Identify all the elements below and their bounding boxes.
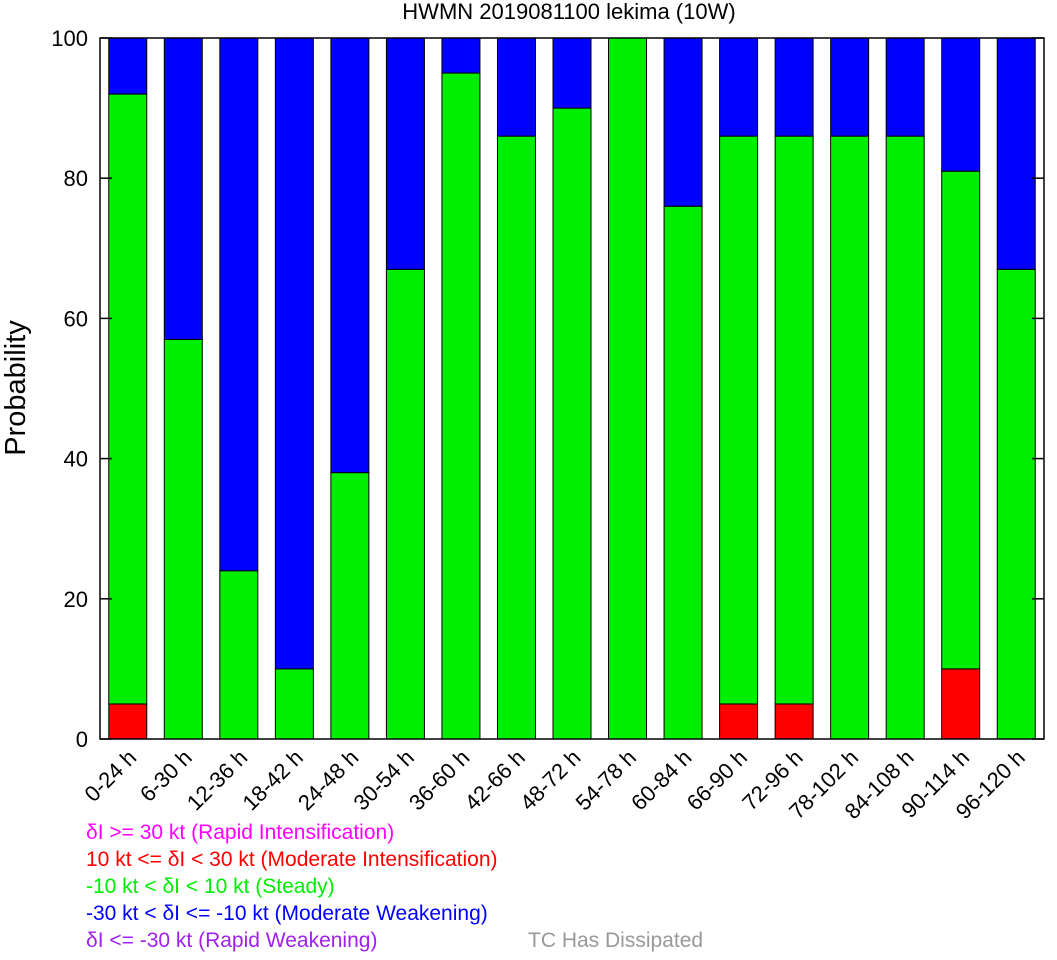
x-tick-label: 30-54 h bbox=[349, 745, 419, 815]
y-tick-label: 80 bbox=[64, 166, 88, 191]
bar-segment-6-30h-s2 bbox=[163, 338, 203, 740]
bar-segment-90-114h-s2 bbox=[941, 170, 981, 670]
chart-title: HWMN 2019081100 lekima (10W) bbox=[402, 0, 735, 24]
bar-segment-6-30h-s3 bbox=[163, 37, 203, 340]
bar-segment-96-120h-s2 bbox=[996, 268, 1036, 740]
x-tick-label: 42-66 h bbox=[460, 745, 530, 815]
x-tick-label: 60-84 h bbox=[626, 745, 696, 815]
bar-segment-66-90h-s2 bbox=[719, 135, 759, 705]
legend-rapid-intensification: δI >= 30 kt (Rapid Intensification) bbox=[86, 821, 395, 844]
y-axis-label: Probability bbox=[0, 320, 32, 456]
bar-segment-84-108h-s2 bbox=[885, 135, 925, 740]
bar-segment-72-96h-s2 bbox=[774, 135, 814, 705]
bar-segment-12-36h-s3 bbox=[219, 37, 259, 572]
bar-segment-60-84h-s3 bbox=[663, 37, 703, 207]
bar-segment-0-24h-s3 bbox=[108, 37, 148, 95]
bar-segment-18-42h-s2 bbox=[274, 668, 314, 740]
bar-segment-48-72h-s2 bbox=[552, 107, 592, 740]
x-ticks-group: 0-24 h6-30 h12-36 h18-42 h24-48 h30-54 h… bbox=[80, 745, 1030, 824]
x-tick-label: 36-60 h bbox=[404, 745, 474, 815]
legend-moderate-weakening: -30 kt < δI <= -10 kt (Moderate Weakenin… bbox=[86, 902, 488, 925]
bar-segment-66-90h-s3 bbox=[719, 37, 759, 137]
y-tick-label: 60 bbox=[64, 306, 88, 331]
bar-segment-66-90h-s1 bbox=[719, 703, 759, 740]
legend-rapid-weakening: δI <= -30 kt (Rapid Weakening) bbox=[86, 929, 378, 952]
bar-segment-24-48h-s3 bbox=[330, 37, 370, 474]
bar-segment-90-114h-s3 bbox=[941, 37, 981, 172]
bar-segment-0-24h-s2 bbox=[108, 93, 148, 705]
x-tick-label: 54-78 h bbox=[571, 745, 641, 815]
y-tick-label: 40 bbox=[64, 447, 88, 472]
legend-dissipated: TC Has Dissipated bbox=[528, 929, 704, 952]
y-tick-label: 100 bbox=[51, 26, 88, 51]
bar-segment-60-84h-s2 bbox=[663, 205, 703, 740]
x-tick-label: 48-72 h bbox=[515, 745, 585, 815]
bar-segment-30-54h-s2 bbox=[385, 268, 425, 740]
bar-segment-72-96h-s1 bbox=[774, 703, 814, 740]
x-tick-label: 66-90 h bbox=[682, 745, 752, 815]
bar-segment-78-102h-s3 bbox=[830, 37, 870, 137]
x-tick-label: 24-48 h bbox=[293, 745, 363, 815]
x-tick-label: 0-24 h bbox=[80, 745, 142, 807]
bar-segment-96-120h-s3 bbox=[996, 37, 1036, 270]
bar-segment-18-42h-s3 bbox=[274, 37, 314, 670]
bar-segment-72-96h-s3 bbox=[774, 37, 814, 137]
bar-segment-54-78h-s2 bbox=[608, 37, 648, 740]
x-tick-label: 18-42 h bbox=[237, 745, 307, 815]
bar-segment-84-108h-s3 bbox=[885, 37, 925, 137]
bar-segment-12-36h-s2 bbox=[219, 570, 259, 740]
bar-segment-36-60h-s3 bbox=[441, 37, 481, 74]
bar-segment-78-102h-s2 bbox=[830, 135, 870, 740]
legend-steady: -10 kt < δI < 10 kt (Steady) bbox=[86, 875, 335, 898]
bar-segment-36-60h-s2 bbox=[441, 72, 481, 740]
legend-moderate-intensification: 10 kt <= δI < 30 kt (Moderate Intensific… bbox=[86, 848, 498, 871]
bar-segment-30-54h-s3 bbox=[385, 37, 425, 270]
y-ticks-group: 0 20 40 60 80 100 bbox=[51, 26, 1044, 752]
bars-group bbox=[108, 37, 1036, 740]
bar-segment-0-24h-s1 bbox=[108, 703, 148, 740]
bar-segment-48-72h-s3 bbox=[552, 37, 592, 109]
bar-segment-90-114h-s1 bbox=[941, 668, 981, 740]
y-tick-label: 20 bbox=[64, 587, 88, 612]
bar-segment-42-66h-s3 bbox=[496, 37, 536, 137]
bar-segment-24-48h-s2 bbox=[330, 472, 370, 740]
plot-frame bbox=[99, 37, 1045, 740]
y-tick-label: 0 bbox=[76, 727, 88, 752]
bar-segment-42-66h-s2 bbox=[496, 135, 536, 740]
x-tick-label: 12-36 h bbox=[182, 745, 252, 815]
